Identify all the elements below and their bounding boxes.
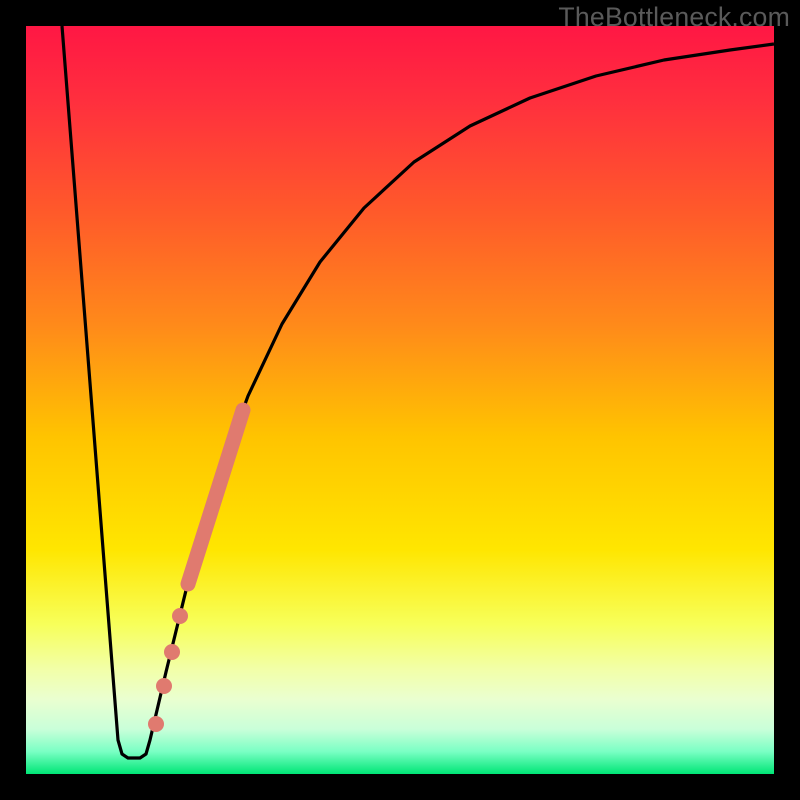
chart-root: TheBottleneck.com [0,0,800,800]
bottleneck-dot [172,608,188,624]
plot-background [26,26,774,774]
bottleneck-dot [164,644,180,660]
bottleneck-dot [148,716,164,732]
watermark-text: TheBottleneck.com [558,2,790,33]
bottleneck-dot [156,678,172,694]
chart-svg [0,0,800,800]
